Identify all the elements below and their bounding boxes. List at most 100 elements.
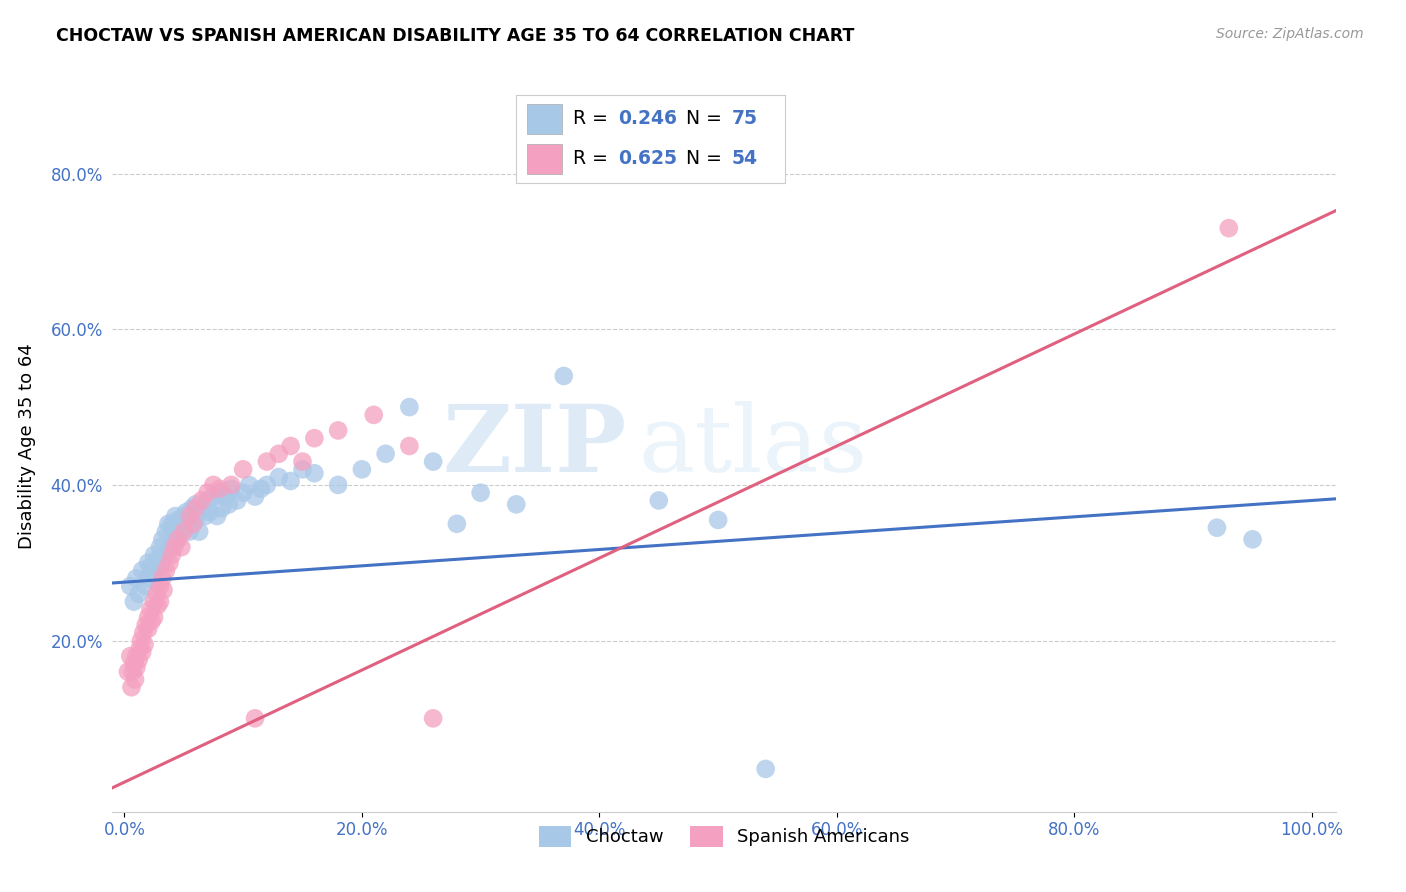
Legend: Choctaw, Spanish Americans: Choctaw, Spanish Americans: [531, 819, 917, 854]
Point: [198, 505, 221, 519]
Point: [150, 571, 173, 585]
Point: [152, 582, 174, 597]
Point: [232, 485, 254, 500]
Point: [163, 521, 186, 535]
Point: [132, 625, 155, 640]
Point: [243, 711, 266, 725]
Point: [202, 478, 225, 492]
Point: [155, 564, 177, 578]
Point: [197, 493, 219, 508]
Point: [214, 490, 236, 504]
Point: [250, 482, 273, 496]
Point: [226, 493, 249, 508]
Point: [149, 540, 172, 554]
Point: [326, 424, 349, 438]
Point: [422, 711, 444, 725]
Point: [256, 454, 278, 468]
Point: [470, 485, 492, 500]
Point: [143, 594, 166, 608]
Point: [187, 505, 209, 519]
Point: [150, 533, 173, 547]
Point: [218, 497, 240, 511]
Point: [160, 516, 183, 531]
Point: [121, 665, 143, 679]
Point: [141, 614, 163, 628]
Point: [446, 516, 468, 531]
Point: [149, 559, 172, 574]
Point: [120, 649, 142, 664]
Point: [184, 513, 207, 527]
Point: [256, 478, 278, 492]
Point: [160, 533, 183, 547]
Point: [398, 439, 420, 453]
Point: [398, 400, 420, 414]
Text: ZIP: ZIP: [441, 401, 626, 491]
Point: [125, 661, 148, 675]
Point: [188, 524, 211, 539]
Point: [202, 490, 225, 504]
Point: [146, 599, 169, 613]
Point: [125, 571, 148, 585]
Point: [190, 501, 212, 516]
Point: [219, 482, 242, 496]
Point: [350, 462, 373, 476]
Point: [128, 587, 150, 601]
Point: [117, 665, 139, 679]
Point: [648, 493, 671, 508]
Point: [120, 579, 142, 593]
Point: [181, 516, 204, 531]
Point: [149, 594, 172, 608]
Point: [150, 556, 173, 570]
Point: [128, 653, 150, 667]
Point: [166, 533, 188, 547]
Point: [208, 485, 231, 500]
Point: [173, 509, 195, 524]
Point: [291, 454, 314, 468]
Text: Source: ZipAtlas.com: Source: ZipAtlas.com: [1216, 27, 1364, 41]
Point: [163, 540, 186, 554]
Point: [149, 579, 172, 593]
Point: [143, 567, 166, 582]
Point: [505, 497, 527, 511]
Point: [1241, 533, 1264, 547]
Point: [134, 637, 156, 651]
Point: [160, 548, 183, 562]
Point: [136, 610, 159, 624]
Point: [135, 618, 157, 632]
Point: [143, 610, 166, 624]
Point: [136, 556, 159, 570]
Point: [232, 462, 254, 476]
Point: [280, 474, 302, 488]
Point: [238, 478, 260, 492]
Point: [190, 493, 212, 508]
Point: [422, 454, 444, 468]
Point: [173, 521, 195, 535]
Point: [139, 559, 162, 574]
Point: [374, 447, 396, 461]
Point: [181, 513, 204, 527]
Point: [129, 633, 152, 648]
Point: [219, 478, 242, 492]
Point: [170, 524, 193, 539]
Point: [326, 478, 349, 492]
Point: [155, 548, 177, 562]
Point: [184, 497, 207, 511]
Text: atlas: atlas: [638, 401, 868, 491]
Point: [205, 509, 228, 524]
Point: [173, 524, 195, 539]
Point: [146, 551, 169, 566]
Point: [197, 485, 219, 500]
Point: [136, 571, 159, 585]
Point: [291, 462, 314, 476]
Point: [159, 540, 181, 554]
Point: [143, 548, 166, 562]
Point: [1206, 521, 1229, 535]
Point: [166, 533, 188, 547]
Point: [208, 482, 231, 496]
Point: [125, 649, 148, 664]
Point: [128, 641, 150, 656]
Point: [135, 579, 157, 593]
Point: [157, 516, 180, 531]
Point: [267, 447, 290, 461]
Point: [363, 408, 385, 422]
